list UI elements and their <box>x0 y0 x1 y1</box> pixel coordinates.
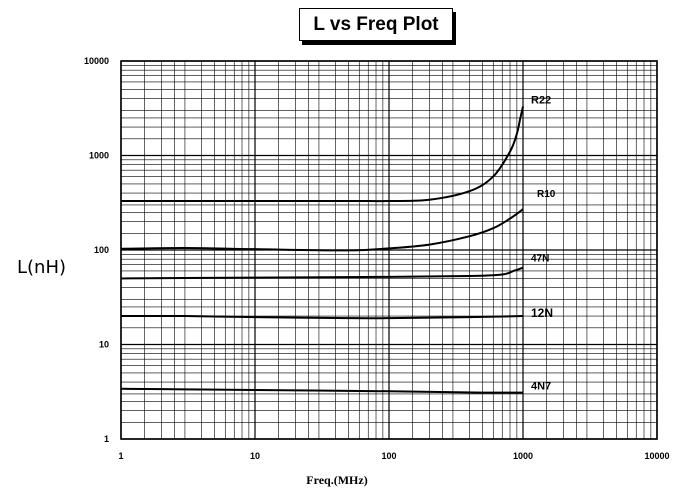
series-label-47n: 47N <box>531 254 549 265</box>
series-line-12n <box>120 314 524 320</box>
y-tick-label: 1 <box>104 434 109 444</box>
y-tick-label: 10 <box>99 340 109 350</box>
x-tick-label: 1 <box>118 451 123 461</box>
x-tick-label: 10000 <box>644 451 669 461</box>
y-tick-label: 100 <box>94 245 109 255</box>
x-axis-label: Freq.(MHz) <box>306 473 368 487</box>
series-line-r22 <box>121 106 524 203</box>
series-label-r22: R22 <box>531 95 551 107</box>
chart-title: L vs Freq Plot <box>299 8 453 41</box>
series-line-47n <box>120 266 524 280</box>
series-line-r10 <box>120 208 524 252</box>
x-tick-label: 100 <box>381 451 396 461</box>
plot-frame <box>120 60 658 440</box>
series-line-4n7 <box>120 387 524 394</box>
y-tick-label: 10000 <box>84 56 109 66</box>
series-label-12n: 12N <box>531 306 553 320</box>
y-axis-label: L(nH) <box>17 257 67 278</box>
x-tick-label: 1000 <box>513 451 533 461</box>
series-label-r10: R10 <box>537 189 556 200</box>
y-tick-label: 1000 <box>89 151 109 161</box>
series-label-4n7: 4N7 <box>531 381 551 393</box>
x-tick-label: 10 <box>250 451 260 461</box>
